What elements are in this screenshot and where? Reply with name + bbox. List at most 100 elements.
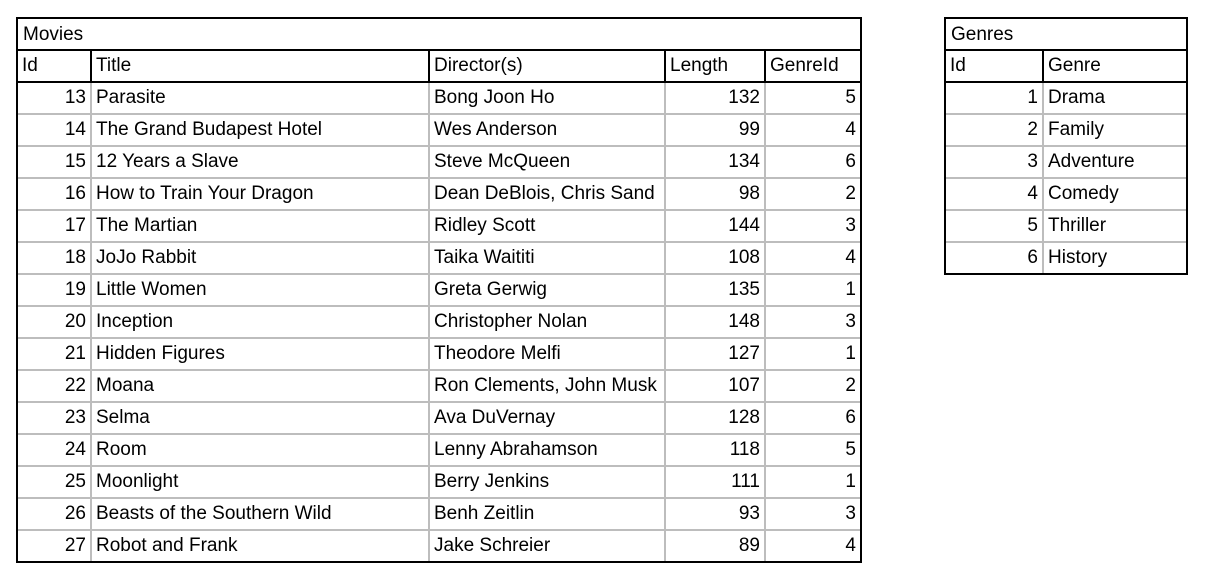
genres-cell-genre[interactable]: Adventure [1048,151,1135,172]
movies-cell-genreid[interactable]: 2 [845,375,856,396]
movies-cell-director[interactable]: Ava DuVernay [430,403,666,433]
movies-cell-genreid[interactable]: 1 [845,471,856,492]
genres-cell-genre[interactable]: Family [1048,119,1104,140]
movies-cell-genreid[interactable]: 4 [845,119,856,140]
movies-cell-genreid[interactable]: 3 [845,311,856,332]
movies-cell-director[interactable]: Ron Clements, John Musk [430,371,666,401]
genres-table-title: Genres [946,19,1186,51]
movies-cell-title[interactable]: JoJo Rabbit [92,243,430,273]
movies-cell-title[interactable]: Little Women [92,275,430,305]
movies-cell-length[interactable]: 93 [666,499,766,529]
movies-cell-genreid[interactable]: 3 [845,215,856,236]
movies-cell-id[interactable]: 27 [18,531,92,561]
movies-table-row: 17 The Martian Ridley Scott 144 3 [18,211,860,243]
movies-cell-id[interactable]: 15 [18,147,92,177]
genres-cell-id[interactable]: 2 [946,115,1044,145]
movies-cell-length[interactable]: 134 [666,147,766,177]
movies-cell-director[interactable]: Taika Waititi [430,243,666,273]
movies-cell-title[interactable]: Selma [92,403,430,433]
movies-cell-title[interactable]: Parasite [92,83,430,113]
genres-cell-id[interactable]: 5 [946,211,1044,241]
movies-header-title[interactable]: Title [92,51,430,81]
genres-cell-genre[interactable]: History [1048,247,1108,268]
movies-cell-genreid[interactable]: 1 [845,343,856,364]
movies-cell-title[interactable]: How to Train Your Dragon [92,179,430,209]
genres-header-genre[interactable]: Genre [1048,55,1101,76]
movies-cell-genreid[interactable]: 3 [845,503,856,524]
movies-cell-id[interactable]: 26 [18,499,92,529]
movies-cell-director[interactable]: Lenny Abrahamson [430,435,666,465]
movies-cell-id[interactable]: 16 [18,179,92,209]
movies-cell-length[interactable]: 108 [666,243,766,273]
movies-cell-id[interactable]: 22 [18,371,92,401]
movies-cell-genreid[interactable]: 5 [845,87,856,108]
movies-table-title: Movies [18,19,860,51]
movies-cell-title[interactable]: Hidden Figures [92,339,430,369]
movies-header-length[interactable]: Length [666,51,766,81]
movies-cell-id[interactable]: 24 [18,435,92,465]
movies-header-id[interactable]: Id [18,51,92,81]
movies-cell-id[interactable]: 21 [18,339,92,369]
movies-cell-director[interactable]: Greta Gerwig [430,275,666,305]
movies-cell-genreid[interactable]: 4 [845,535,856,556]
genres-cell-id[interactable]: 6 [946,243,1044,273]
movies-cell-title[interactable]: Moana [92,371,430,401]
movies-cell-director[interactable]: Berry Jenkins [430,467,666,497]
movies-cell-genreid[interactable]: 6 [845,407,856,428]
genres-cell-id[interactable]: 3 [946,147,1044,177]
movies-cell-id[interactable]: 13 [18,83,92,113]
movies-cell-director[interactable]: Benh Zeitlin [430,499,666,529]
movies-cell-length[interactable]: 118 [666,435,766,465]
movies-cell-title[interactable]: Inception [92,307,430,337]
movies-cell-genreid[interactable]: 5 [845,439,856,460]
movies-cell-length[interactable]: 144 [666,211,766,241]
movies-cell-title[interactable]: 12 Years a Slave [92,147,430,177]
movies-cell-length[interactable]: 127 [666,339,766,369]
movies-cell-director[interactable]: Theodore Melfi [430,339,666,369]
movies-cell-title[interactable]: Robot and Frank [92,531,430,561]
movies-cell-director[interactable]: Jake Schreier [430,531,666,561]
movies-cell-id[interactable]: 23 [18,403,92,433]
genres-cell-id[interactable]: 1 [946,83,1044,113]
genres-cell-genre[interactable]: Drama [1048,87,1106,108]
movies-cell-length[interactable]: 135 [666,275,766,305]
movies-header-director[interactable]: Director(s) [430,51,666,81]
movies-cell-length[interactable]: 98 [666,179,766,209]
movies-cell-genreid[interactable]: 4 [845,247,856,268]
movies-cell-title[interactable]: Beasts of the Southern Wild [92,499,430,529]
movies-cell-id[interactable]: 17 [18,211,92,241]
movies-cell-director[interactable]: Steve McQueen [430,147,666,177]
movies-cell-length[interactable]: 99 [666,115,766,145]
movies-cell-director[interactable]: Dean DeBlois, Chris Sand [430,179,666,209]
movies-cell-title[interactable]: Moonlight [92,467,430,497]
movies-cell-genreid[interactable]: 1 [845,279,856,300]
movies-cell-id[interactable]: 19 [18,275,92,305]
movies-cell-id[interactable]: 20 [18,307,92,337]
movies-cell-length[interactable]: 148 [666,307,766,337]
movies-cell-title[interactable]: The Grand Budapest Hotel [92,115,430,145]
movies-cell-id[interactable]: 25 [18,467,92,497]
genres-header-id[interactable]: Id [946,51,1044,81]
movies-table-row: 13 Parasite Bong Joon Ho 132 5 [18,83,860,115]
movies-cell-genreid[interactable]: 6 [845,151,856,172]
movies-cell-length[interactable]: 89 [666,531,766,561]
movies-cell-director[interactable]: Christopher Nolan [430,307,666,337]
movies-cell-length[interactable]: 107 [666,371,766,401]
movies-table-body: 13 Parasite Bong Joon Ho 132 5 14 The Grand Bu… [18,83,860,561]
movies-cell-title[interactable]: Room [92,435,430,465]
genres-cell-genre[interactable]: Comedy [1048,183,1119,204]
movies-table-row: 27 Robot and Frank Jake Schreier 89 4 [18,531,860,561]
movies-cell-length[interactable]: 132 [666,83,766,113]
movies-cell-length[interactable]: 111 [666,467,766,497]
genres-cell-id[interactable]: 4 [946,179,1044,209]
movies-cell-genreid[interactable]: 2 [845,183,856,204]
movies-cell-length[interactable]: 128 [666,403,766,433]
movies-cell-title[interactable]: The Martian [92,211,430,241]
movies-header-genreid[interactable]: GenreId [770,55,839,76]
genres-cell-genre[interactable]: Thriller [1048,215,1107,236]
movies-cell-id[interactable]: 14 [18,115,92,145]
movies-cell-director[interactable]: Wes Anderson [430,115,666,145]
movies-cell-director[interactable]: Ridley Scott [430,211,666,241]
movies-cell-director[interactable]: Bong Joon Ho [430,83,666,113]
movies-cell-id[interactable]: 18 [18,243,92,273]
